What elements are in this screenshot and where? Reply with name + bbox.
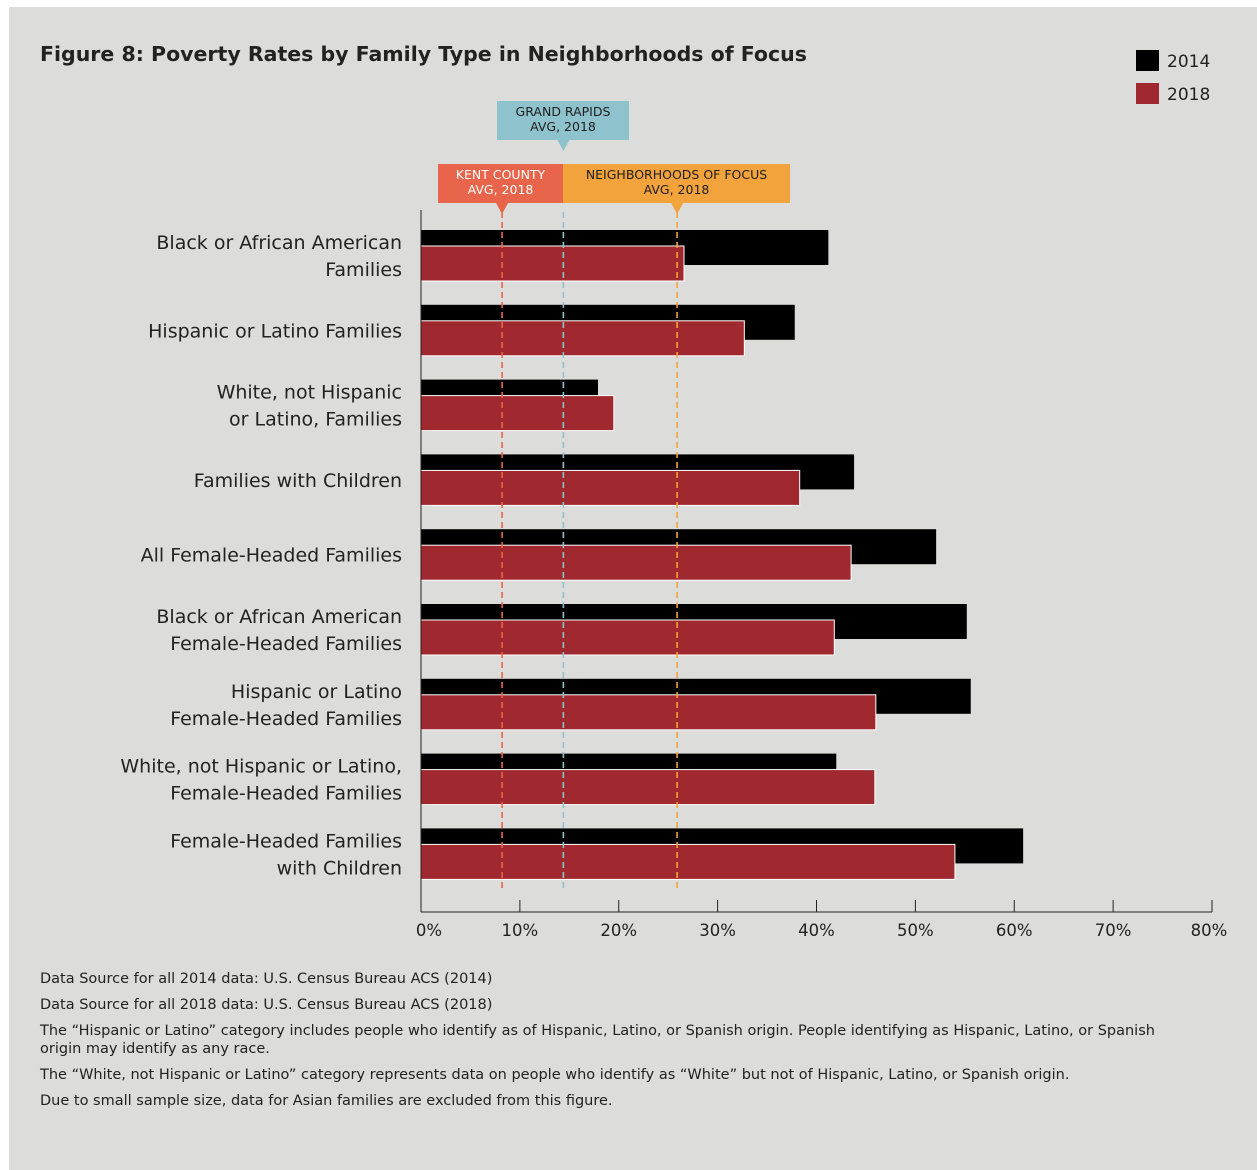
category-label: Black or African American xyxy=(156,232,402,254)
reference-label-pointer xyxy=(496,203,509,214)
legend-label-2014: 2014 xyxy=(1167,52,1210,72)
legend-label-2018: 2018 xyxy=(1167,85,1210,105)
x-tick-label: 60% xyxy=(996,921,1033,940)
category-label: Female-Headed Families xyxy=(170,830,402,852)
category-label: Families with Children xyxy=(194,470,402,492)
category-label: Hispanic or Latino Families xyxy=(148,320,402,342)
x-tick-label: 70% xyxy=(1095,921,1132,940)
bar-2018 xyxy=(420,245,685,282)
bar-2018 xyxy=(420,769,876,806)
category-label: All Female-Headed Families xyxy=(141,545,402,567)
x-tick-label: 80% xyxy=(1191,921,1228,940)
reference-label-text: NEIGHBORHOODS OF FOCUS xyxy=(586,167,767,182)
x-tick-label: 10% xyxy=(502,921,539,940)
bar-2018 xyxy=(420,469,801,506)
x-tick-label: 30% xyxy=(699,921,736,940)
category-label: Black or African American xyxy=(156,606,402,628)
x-tick-label: 50% xyxy=(897,921,934,940)
x-tick-label: 20% xyxy=(600,921,637,940)
note-2018-source: Data Source for all 2018 data: U.S. Cens… xyxy=(40,997,493,1013)
bar-2018 xyxy=(420,619,835,656)
reference-label-text: AVG, 2018 xyxy=(468,182,534,197)
bar-2018 xyxy=(420,395,615,432)
x-tick-label: 0% xyxy=(416,921,442,940)
note-2014-source: Data Source for all 2014 data: U.S. Cens… xyxy=(40,971,493,987)
reference-label-pointer xyxy=(557,140,570,151)
category-label: White, not Hispanic or Latino, xyxy=(120,756,402,778)
category-label: Female-Headed Families xyxy=(170,783,402,805)
reference-label-box xyxy=(563,164,790,203)
category-label: White, not Hispanic xyxy=(217,382,402,404)
legend-swatch-2014 xyxy=(1136,50,1159,71)
category-labels: Black or African American Families Hispani… xyxy=(120,232,402,879)
bar-2018 xyxy=(420,843,956,880)
chart-title: Figure 8: Poverty Rates by Family Type i… xyxy=(40,42,807,66)
category-label: Hispanic or Latino xyxy=(231,681,402,703)
legend-swatch-2018 xyxy=(1136,83,1159,104)
x-axis: 0% 10% 20% 30% 40% 50% 60% 70% 80% xyxy=(416,210,1227,940)
chart-notes: Data Source for all 2014 data: U.S. Cens… xyxy=(40,970,1190,1118)
note-asian-exclusion: Due to small sample size, data for Asian… xyxy=(40,1093,613,1109)
note-hispanic-definition: The “Hispanic or Latino” category includ… xyxy=(40,1023,1155,1057)
note-white-definition: The “White, not Hispanic or Latino” cate… xyxy=(40,1067,1070,1083)
reference-lines xyxy=(501,212,678,890)
category-label: with Children xyxy=(277,857,402,879)
bar-2018 xyxy=(420,694,877,731)
category-label: Families xyxy=(325,259,402,281)
reference-label-text: GRAND RAPIDS xyxy=(516,104,611,119)
category-label: Female-Headed Families xyxy=(170,708,402,730)
reference-label-box xyxy=(438,164,563,203)
reference-label-box xyxy=(497,101,629,140)
x-tick-label: 40% xyxy=(798,921,835,940)
category-label: or Latino, Families xyxy=(229,409,402,431)
reference-label-text: AVG, 2018 xyxy=(530,119,596,134)
reference-label-pointer xyxy=(671,203,684,214)
bar-2018 xyxy=(420,320,745,357)
legend: 2014 2018 xyxy=(1136,50,1210,105)
reference-label-text: AVG, 2018 xyxy=(644,182,710,197)
reference-label-text: KENT COUNTY xyxy=(456,167,546,182)
bar-2018 xyxy=(420,544,852,581)
bars xyxy=(420,230,1024,880)
category-label: Female-Headed Families xyxy=(170,633,402,655)
